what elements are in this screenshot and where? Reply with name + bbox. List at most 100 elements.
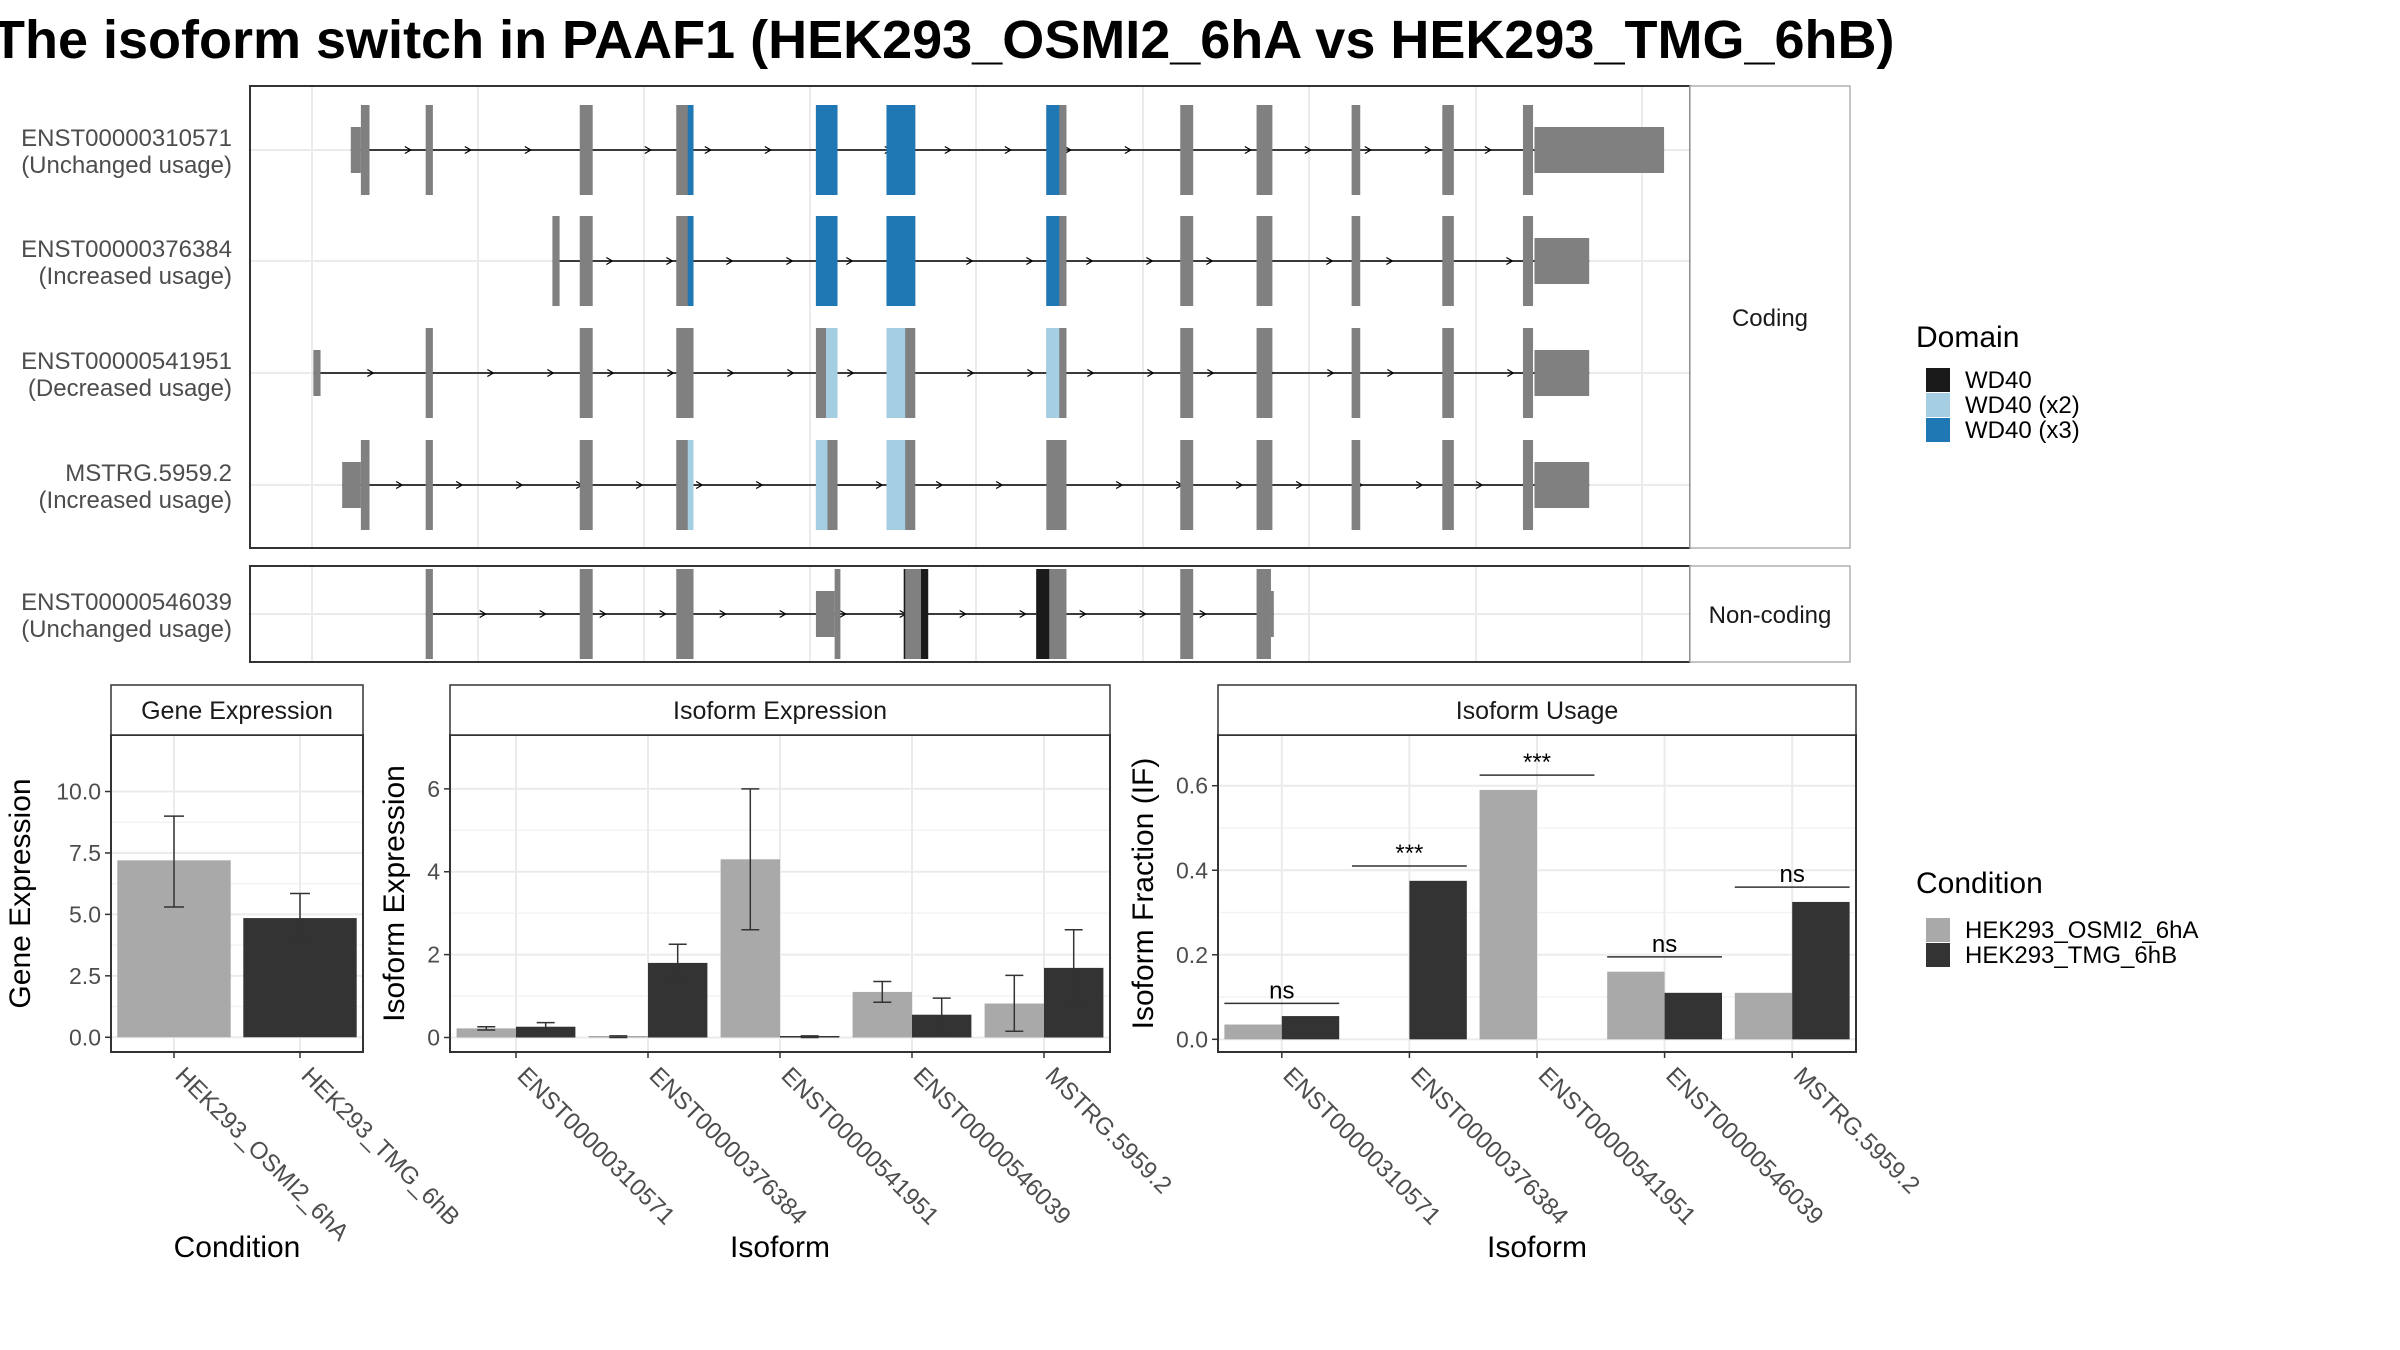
domain-segment bbox=[886, 328, 906, 418]
x-axis-title: Isoform bbox=[1487, 1231, 1587, 1264]
exon bbox=[676, 216, 690, 306]
intron-arrow bbox=[995, 480, 1004, 490]
exon bbox=[1180, 216, 1194, 306]
exon bbox=[579, 216, 593, 306]
intron-arrow bbox=[1146, 256, 1154, 266]
domain-segment bbox=[687, 440, 694, 530]
panel-strip bbox=[110, 684, 364, 736]
condition-legend-title: Condition bbox=[1916, 867, 2043, 900]
intron-arrow bbox=[1295, 480, 1304, 490]
exon bbox=[1534, 127, 1665, 173]
bar bbox=[1664, 992, 1723, 1040]
exon bbox=[903, 569, 924, 659]
exon bbox=[1351, 216, 1361, 306]
intron-arrow bbox=[606, 256, 614, 266]
bar bbox=[1281, 1016, 1340, 1040]
intron-arrow bbox=[395, 480, 404, 490]
bar bbox=[456, 1028, 516, 1038]
intron-arrow bbox=[1484, 145, 1492, 155]
y-tick-label: 0 bbox=[427, 1024, 440, 1050]
intron-arrow bbox=[944, 145, 952, 155]
exon bbox=[1522, 328, 1534, 418]
intron-arrow bbox=[1364, 145, 1372, 155]
y-tick-label: 0.2 bbox=[1176, 942, 1208, 968]
intron-arrow bbox=[755, 480, 764, 490]
domain-segment bbox=[1046, 105, 1060, 195]
exon bbox=[1180, 328, 1194, 418]
exon bbox=[350, 127, 361, 173]
domain-segment bbox=[1046, 328, 1060, 418]
panel-strip bbox=[449, 684, 1111, 736]
transcript-id-label: MSTRG.5959.2 bbox=[65, 460, 232, 487]
exon bbox=[1256, 328, 1273, 418]
domain-segment bbox=[1036, 569, 1050, 659]
intron-arrow bbox=[846, 256, 854, 266]
exon bbox=[676, 328, 694, 418]
intron-arrow bbox=[464, 145, 472, 155]
bar bbox=[1734, 992, 1793, 1040]
transcript-usage-label: (Decreased usage) bbox=[28, 375, 232, 402]
figure-title: The isoform switch in PAAF1 (HEK293_OSMI… bbox=[0, 10, 1895, 70]
y-tick-label: 2 bbox=[427, 942, 440, 968]
intron-arrow bbox=[1207, 368, 1215, 378]
transcript-id-label: ENST00000546039 bbox=[21, 589, 232, 616]
intron-arrow bbox=[1064, 145, 1072, 155]
intron-arrow bbox=[1199, 609, 1207, 619]
intron-arrow bbox=[367, 368, 375, 378]
domain-segment bbox=[826, 328, 838, 418]
intron-arrow bbox=[847, 368, 855, 378]
intron-arrow bbox=[875, 480, 884, 490]
legend-label: WD40 (x2) bbox=[1965, 392, 2080, 419]
intron-arrow bbox=[1235, 480, 1244, 490]
facet-strip bbox=[1689, 85, 1851, 549]
exon bbox=[579, 569, 593, 659]
intron-arrow bbox=[967, 368, 975, 378]
domain-segment bbox=[815, 440, 828, 530]
y-axis-title: Isoform Expression bbox=[378, 765, 411, 1022]
y-tick-label: 6 bbox=[427, 776, 440, 802]
exon bbox=[1256, 569, 1271, 659]
legend-label: WD40 bbox=[1965, 367, 2032, 394]
transcript-usage-label: (Unchanged usage) bbox=[21, 616, 232, 643]
intron-arrow bbox=[1139, 609, 1147, 619]
intron-arrow bbox=[1386, 256, 1394, 266]
exon bbox=[360, 105, 370, 195]
legend-label: HEK293_TMG_6hB bbox=[1965, 942, 2177, 969]
intron-arrow bbox=[1326, 256, 1334, 266]
intron-arrow bbox=[726, 256, 734, 266]
intron-arrow bbox=[719, 609, 727, 619]
exon bbox=[425, 328, 433, 418]
y-tick-label: 2.5 bbox=[69, 963, 101, 989]
exon bbox=[676, 440, 690, 530]
intron-arrow bbox=[1086, 256, 1094, 266]
intron-arrow bbox=[1079, 609, 1087, 619]
intron-arrow bbox=[727, 368, 735, 378]
exon bbox=[834, 569, 841, 659]
intron-arrow bbox=[787, 368, 795, 378]
domain-segment bbox=[815, 216, 838, 306]
legend-swatch bbox=[1926, 943, 1950, 967]
legend-swatch bbox=[1926, 418, 1950, 442]
bar bbox=[1607, 971, 1665, 1040]
exon bbox=[815, 591, 835, 637]
intron-arrow bbox=[935, 480, 944, 490]
intron-arrow bbox=[695, 480, 704, 490]
transcript-usage-label: (Unchanged usage) bbox=[21, 152, 232, 179]
structure-facet-bg bbox=[250, 86, 1690, 548]
exon bbox=[360, 440, 370, 530]
exon bbox=[425, 440, 433, 530]
intron-arrow bbox=[1387, 368, 1395, 378]
intron-arrow bbox=[1147, 368, 1155, 378]
y-tick-label: 0.6 bbox=[1176, 773, 1208, 799]
exon bbox=[1180, 569, 1194, 659]
domain-segment bbox=[921, 569, 929, 659]
intron-arrow bbox=[966, 256, 974, 266]
y-axis-title: Isoform Fraction (IF) bbox=[1127, 758, 1160, 1030]
y-tick-label: 10.0 bbox=[56, 779, 101, 805]
x-tick-label: MSTRG.5959.2 bbox=[1788, 1062, 1925, 1199]
x-axis-title: Isoform bbox=[730, 1231, 830, 1264]
intron-arrow bbox=[1304, 145, 1312, 155]
significance-label: *** bbox=[1395, 840, 1423, 867]
intron-arrow bbox=[1475, 480, 1484, 490]
significance-label: ns bbox=[1652, 931, 1677, 958]
